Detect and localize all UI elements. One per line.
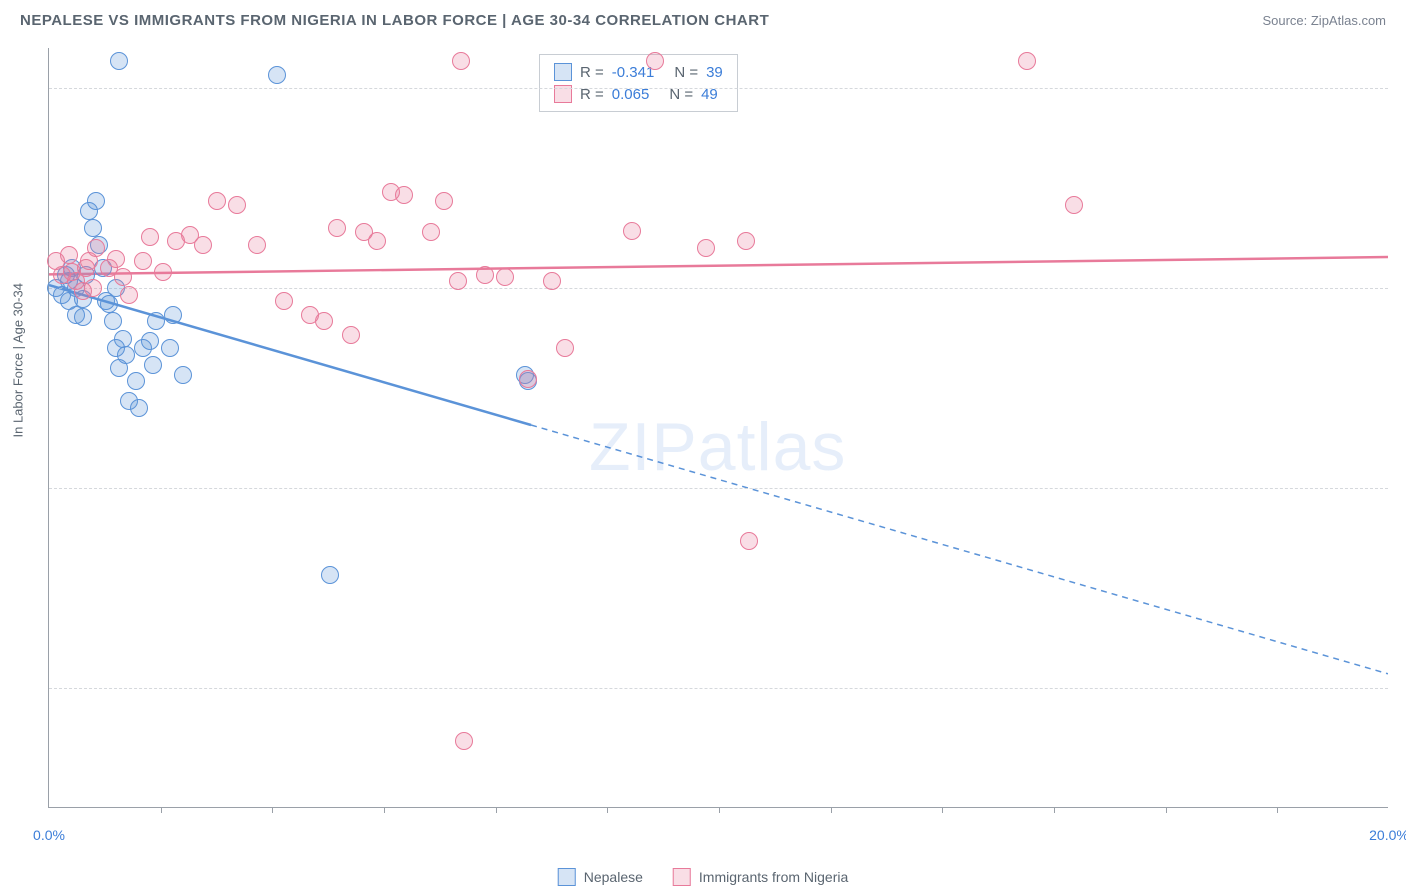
y-tick-label: 100.0% — [1398, 80, 1406, 96]
data-point — [455, 732, 473, 750]
data-point — [315, 312, 333, 330]
legend-swatch-nepalese — [558, 868, 576, 886]
data-point — [117, 346, 135, 364]
x-tick-mark — [942, 807, 943, 813]
y-axis-title: In Labor Force | Age 30-34 — [11, 283, 26, 437]
legend-label-nigeria: Immigrants from Nigeria — [699, 869, 848, 885]
data-point — [543, 272, 561, 290]
data-point — [208, 192, 226, 210]
grid-line-h — [49, 688, 1388, 689]
y-tick-label: 55.0% — [1398, 680, 1406, 696]
y-tick-label: 70.0% — [1398, 480, 1406, 496]
grid-line-h — [49, 288, 1388, 289]
x-tick-mark — [384, 807, 385, 813]
data-point — [342, 326, 360, 344]
bottom-legend: Nepalese Immigrants from Nigeria — [558, 868, 849, 886]
data-point — [228, 196, 246, 214]
scatter-chart: ZIPatlas R =-0.341N =39R =0.065N =49 55.… — [48, 48, 1388, 808]
y-tick-label: 85.0% — [1398, 280, 1406, 296]
x-tick-mark — [496, 807, 497, 813]
x-tick-mark — [1166, 807, 1167, 813]
data-point — [519, 370, 537, 388]
x-tick-mark — [272, 807, 273, 813]
data-point — [646, 52, 664, 70]
data-point — [1018, 52, 1036, 70]
data-point — [84, 279, 102, 297]
x-tick-label: 20.0% — [1369, 827, 1406, 843]
data-point — [104, 312, 122, 330]
data-point — [275, 292, 293, 310]
data-point — [107, 250, 125, 268]
x-tick-mark — [831, 807, 832, 813]
data-point — [321, 566, 339, 584]
chart-header: NEPALESE VS IMMIGRANTS FROM NIGERIA IN L… — [0, 0, 1406, 37]
watermark-part2: atlas — [698, 409, 847, 485]
data-point — [556, 339, 574, 357]
data-point — [87, 239, 105, 257]
data-point — [449, 272, 467, 290]
data-point — [697, 239, 715, 257]
trend-lines — [49, 48, 1388, 807]
stat-n-label: N = — [674, 64, 698, 81]
data-point — [395, 186, 413, 204]
chart-source: Source: ZipAtlas.com — [1262, 13, 1386, 28]
data-point — [1065, 196, 1083, 214]
grid-line-h — [49, 88, 1388, 89]
data-point — [74, 308, 92, 326]
data-point — [268, 66, 286, 84]
data-point — [147, 312, 165, 330]
data-point — [496, 268, 514, 286]
watermark: ZIPatlas — [589, 408, 846, 486]
chart-title: NEPALESE VS IMMIGRANTS FROM NIGERIA IN L… — [20, 12, 769, 29]
watermark-part1: ZIP — [589, 409, 698, 485]
data-point — [174, 366, 192, 384]
data-point — [127, 372, 145, 390]
data-point — [84, 219, 102, 237]
stat-r-label: R = — [580, 64, 604, 81]
stats-row: R =-0.341N =39 — [554, 61, 723, 83]
data-point — [623, 222, 641, 240]
data-point — [737, 232, 755, 250]
data-point — [87, 192, 105, 210]
legend-item-nigeria: Immigrants from Nigeria — [673, 868, 848, 886]
x-tick-label: 0.0% — [33, 827, 65, 843]
stats-row: R =0.065N =49 — [554, 83, 723, 105]
data-point — [144, 356, 162, 374]
data-point — [130, 399, 148, 417]
correlation-stats-box: R =-0.341N =39R =0.065N =49 — [539, 54, 738, 112]
data-point — [100, 295, 118, 313]
data-point — [368, 232, 386, 250]
data-point — [248, 236, 266, 254]
stats-swatch — [554, 63, 572, 81]
data-point — [194, 236, 212, 254]
x-tick-mark — [1054, 807, 1055, 813]
data-point — [114, 268, 132, 286]
x-tick-mark — [1277, 807, 1278, 813]
data-point — [422, 223, 440, 241]
data-point — [120, 286, 138, 304]
data-point — [328, 219, 346, 237]
data-point — [134, 252, 152, 270]
data-point — [435, 192, 453, 210]
data-point — [452, 52, 470, 70]
data-point — [740, 532, 758, 550]
data-point — [164, 306, 182, 324]
data-point — [141, 228, 159, 246]
data-point — [476, 266, 494, 284]
stat-n-value: 39 — [706, 64, 723, 81]
x-tick-mark — [719, 807, 720, 813]
data-point — [60, 246, 78, 264]
x-tick-mark — [161, 807, 162, 813]
legend-item-nepalese: Nepalese — [558, 868, 643, 886]
legend-label-nepalese: Nepalese — [584, 869, 643, 885]
data-point — [114, 330, 132, 348]
data-point — [141, 332, 159, 350]
data-point — [161, 339, 179, 357]
data-point — [154, 263, 172, 281]
data-point — [110, 52, 128, 70]
x-tick-mark — [607, 807, 608, 813]
legend-swatch-nigeria — [673, 868, 691, 886]
grid-line-h — [49, 488, 1388, 489]
